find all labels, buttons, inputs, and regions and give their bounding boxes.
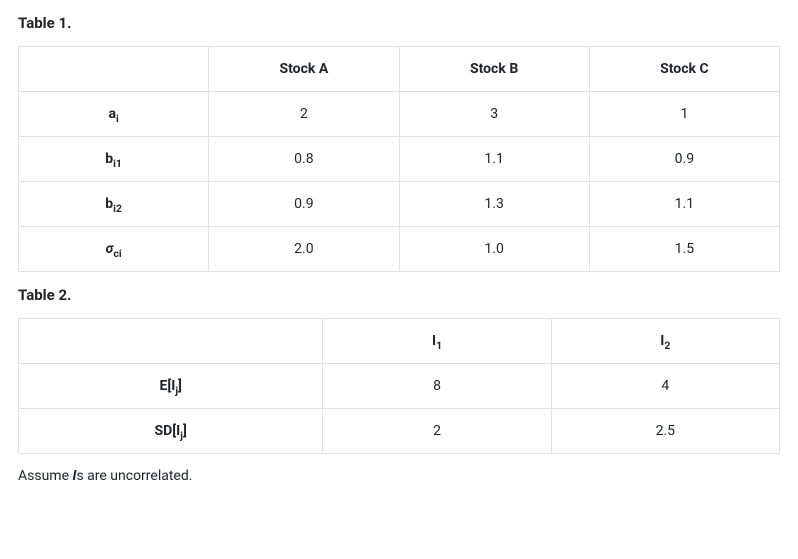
table2-caption: Table 2.	[18, 286, 780, 304]
table2-col-i2: I2	[551, 319, 779, 364]
table2-row0-label: E[Ij]	[19, 364, 323, 409]
table1-row3-c: 1.5	[589, 227, 779, 272]
table1-row3-b: 1.0	[399, 227, 589, 272]
table2: I1 I2 E[Ij] 8 4 SD[Ij] 2 2.5	[18, 318, 780, 454]
table1-row3-a: 2.0	[209, 227, 399, 272]
table-row: SD[Ij] 2 2.5	[19, 409, 780, 454]
table1-row0-c: 1	[589, 92, 779, 137]
table1-row1-c: 0.9	[589, 137, 779, 182]
table2-col-i1: I1	[323, 319, 551, 364]
table2-row0-i1: 8	[323, 364, 551, 409]
table1-row1-label: bi1	[19, 137, 209, 182]
table1-row2-label: bi2	[19, 182, 209, 227]
table2-col-empty	[19, 319, 323, 364]
table-row: ai 2 3 1	[19, 92, 780, 137]
table2-row0-i2: 4	[551, 364, 779, 409]
table1-header-row: Stock A Stock B Stock C	[19, 47, 780, 92]
table1-row0-b: 3	[399, 92, 589, 137]
table1-row3-label: σci	[19, 227, 209, 272]
table1-caption: Table 1.	[18, 14, 780, 32]
table-row: bi2 0.9 1.3 1.1	[19, 182, 780, 227]
table2-header-row: I1 I2	[19, 319, 780, 364]
table1-row2-a: 0.9	[209, 182, 399, 227]
table1-col-empty	[19, 47, 209, 92]
table-row: σci 2.0 1.0 1.5	[19, 227, 780, 272]
table1-col-stock-b: Stock B	[399, 47, 589, 92]
table1-row2-c: 1.1	[589, 182, 779, 227]
table1-col-stock-a: Stock A	[209, 47, 399, 92]
table1-row0-a: 2	[209, 92, 399, 137]
table1: Stock A Stock B Stock C ai 2 3 1 bi1 0.8…	[18, 46, 780, 272]
table2-row1-i2: 2.5	[551, 409, 779, 454]
table2-row1-label: SD[Ij]	[19, 409, 323, 454]
table1-col-stock-c: Stock C	[589, 47, 779, 92]
table-row: bi1 0.8 1.1 0.9	[19, 137, 780, 182]
table-row: E[Ij] 8 4	[19, 364, 780, 409]
table1-row1-a: 0.8	[209, 137, 399, 182]
page: Table 1. Stock A Stock B Stock C ai 2 3 …	[0, 14, 798, 504]
table1-row2-b: 1.3	[399, 182, 589, 227]
table1-row0-label: ai	[19, 92, 209, 137]
footnote: Assume Is are uncorrelated.	[18, 468, 780, 484]
table1-row1-b: 1.1	[399, 137, 589, 182]
table2-row1-i1: 2	[323, 409, 551, 454]
